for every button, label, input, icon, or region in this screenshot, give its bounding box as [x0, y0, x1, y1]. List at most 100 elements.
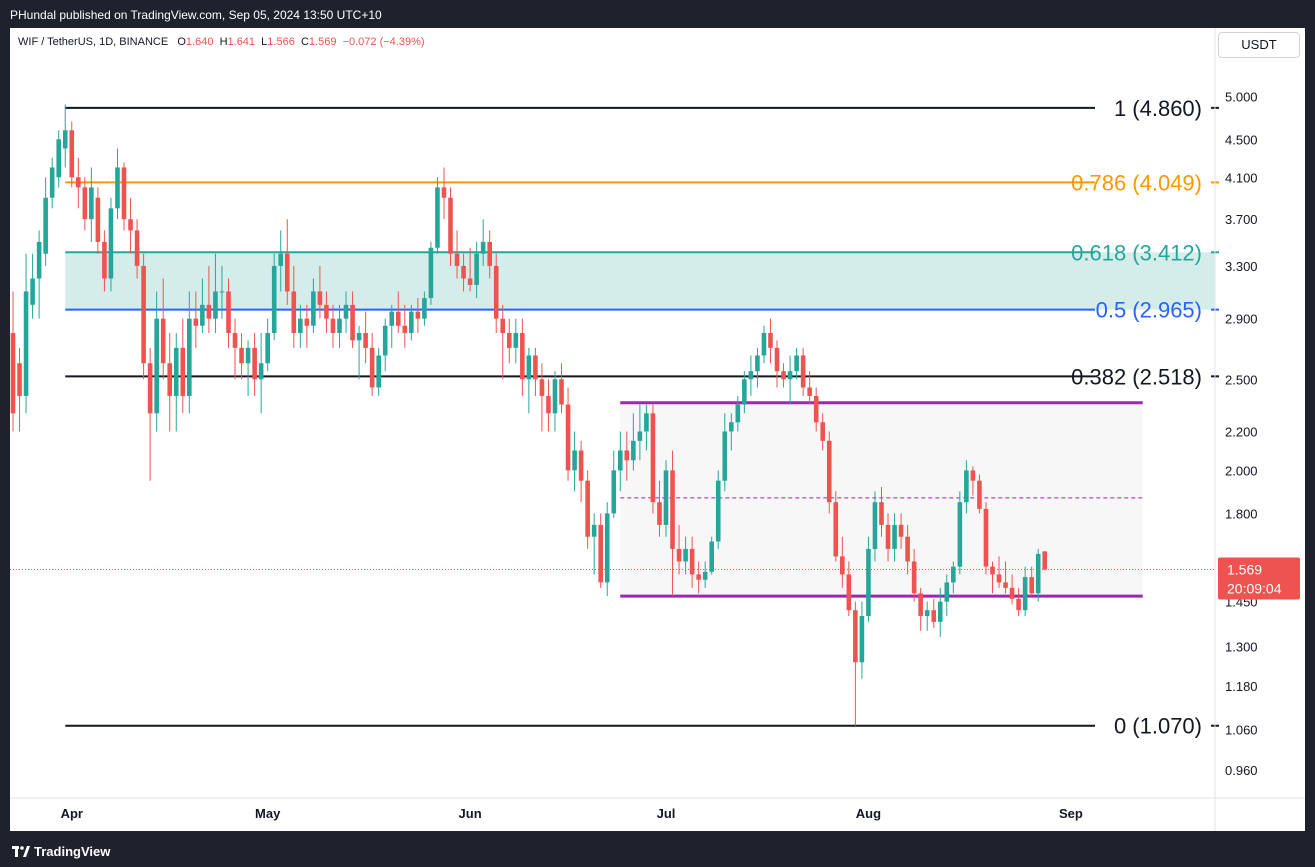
candle-body [395, 311, 401, 326]
candle [866, 536, 871, 622]
currency-unit-button[interactable]: USDT [1218, 32, 1300, 58]
candle-body [742, 379, 747, 405]
candle [1003, 561, 1008, 594]
candle [1009, 574, 1015, 605]
candle [200, 278, 205, 333]
candle [800, 347, 806, 396]
candle [154, 291, 159, 432]
candle [69, 121, 75, 188]
candle-body [121, 167, 127, 220]
candle [559, 363, 564, 414]
candle [206, 265, 212, 333]
candle [663, 460, 669, 537]
candle-body [931, 610, 937, 622]
candle [520, 318, 525, 396]
candle-body [787, 371, 793, 380]
candle [983, 502, 989, 575]
fib-level-label: 0.382 (2.518) [1071, 364, 1202, 389]
candle [409, 304, 414, 341]
candle-body [376, 355, 381, 388]
candle-body [813, 395, 819, 423]
candle [709, 536, 715, 575]
candle [115, 148, 120, 220]
price-tick-label: 4.500 [1225, 132, 1258, 147]
symbol-legend: WIF / TetherUS, 1D, BINANCE O1.640 H1.64… [18, 36, 425, 48]
candle-body [826, 440, 832, 503]
candle-body [866, 548, 871, 616]
candle-body [480, 241, 486, 254]
candle-body [448, 197, 453, 254]
candle [356, 325, 362, 380]
candle [239, 332, 244, 380]
candle [774, 340, 780, 388]
candle [180, 318, 186, 414]
candle [317, 265, 323, 319]
candle [337, 304, 342, 348]
candle-body [200, 304, 205, 326]
candle-body [644, 413, 649, 432]
candle-body [324, 304, 329, 319]
candle-body [17, 363, 22, 396]
candle [807, 371, 812, 405]
candle [657, 480, 662, 537]
candle [539, 363, 545, 432]
candle-body [872, 502, 878, 549]
candle-body [879, 502, 884, 525]
price-chart[interactable]: 1 (4.860) 0.786 (4.049) 0.618 (3.412) 0.5 (… [10, 28, 1305, 831]
candle [461, 253, 466, 292]
candle [689, 536, 695, 588]
candle [748, 355, 754, 396]
candle-body [800, 355, 806, 388]
tradingview-logo-icon [12, 846, 30, 857]
candle [898, 513, 904, 549]
candle-body [356, 332, 362, 341]
candle [49, 157, 55, 209]
candle [428, 241, 434, 305]
candle [1016, 587, 1021, 616]
candle-body [794, 355, 799, 372]
candle-body [258, 363, 264, 380]
time-tick-label: Aug [856, 806, 881, 821]
candle-body [160, 318, 166, 364]
candle-body [1009, 587, 1015, 599]
candle-body [591, 524, 597, 537]
low-value: 1.566 [267, 36, 295, 48]
candle [30, 253, 35, 319]
candle-body [409, 311, 414, 333]
candle [853, 601, 858, 726]
candle-body [617, 450, 623, 471]
candle-body [748, 371, 754, 380]
candle-body [937, 601, 943, 622]
candle-body [252, 347, 257, 380]
candle-body [670, 470, 675, 549]
candle-body [944, 582, 950, 602]
candle-body [108, 208, 114, 279]
candle [918, 587, 923, 631]
symbol-name: WIF / TetherUS, 1D, BINANCE [18, 36, 169, 48]
candle [232, 318, 238, 380]
price-tick-label: 0.960 [1225, 763, 1258, 778]
candle-body [278, 253, 284, 266]
candle [89, 167, 94, 242]
candle-body [206, 304, 212, 319]
candle [1035, 548, 1041, 602]
candle-body [454, 253, 460, 266]
fib-level-label: 0 (1.070) [1114, 714, 1202, 739]
time-tick-label: Jul [657, 806, 676, 821]
candle [755, 347, 760, 388]
candle [996, 556, 1002, 588]
candle-body [729, 422, 734, 432]
candle-body [885, 524, 891, 549]
candle-body [1003, 582, 1008, 588]
chart-panel[interactable]: 1 (4.860) 0.786 (4.049) 0.618 (3.412) 0.5 (… [10, 28, 1305, 831]
candle [76, 157, 81, 209]
price-tick-label: 3.300 [1225, 259, 1258, 274]
candle [23, 253, 29, 414]
candle [1029, 566, 1034, 597]
candle [376, 347, 381, 396]
candle [572, 431, 577, 492]
candle [128, 197, 133, 254]
candle [787, 355, 793, 405]
candle [369, 332, 375, 396]
candle [990, 561, 995, 594]
